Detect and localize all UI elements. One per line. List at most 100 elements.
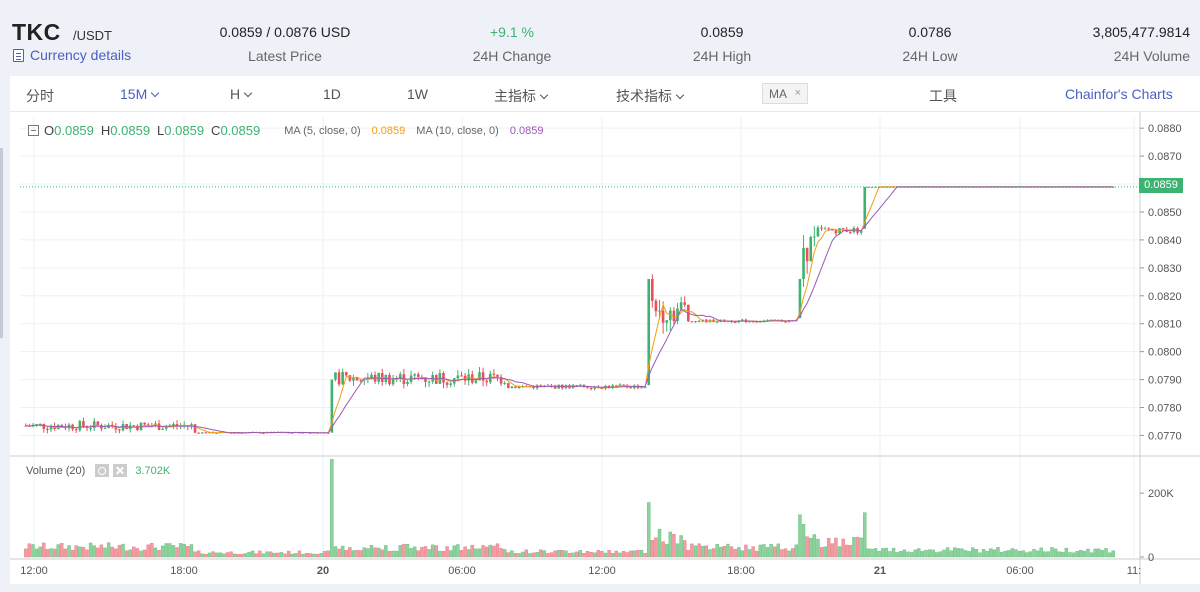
- candle-body: [416, 374, 420, 377]
- volume-bar: [1061, 551, 1065, 558]
- price-tick-label: 0.0780: [1148, 403, 1182, 415]
- candle-body: [881, 186, 885, 188]
- candle-body: [802, 247, 805, 280]
- stat-latest-price: 0.0859 / 0.0876 USD Latest Price: [210, 24, 360, 64]
- volume-bar: [953, 547, 957, 558]
- volume-bar: [780, 549, 784, 558]
- volume-legend-label: Volume (20): [26, 464, 86, 477]
- volume-bar: [585, 550, 590, 558]
- volume-bar: [675, 543, 680, 558]
- interval-15m-dropdown[interactable]: 15M: [120, 86, 160, 102]
- ma-indicator-tag[interactable]: MA ×: [762, 83, 808, 104]
- currency-details-link[interactable]: Currency details: [13, 47, 131, 63]
- main-indicator-dropdown[interactable]: 主指标: [494, 86, 549, 106]
- volume-bar: [816, 538, 820, 558]
- volume-bar: [340, 545, 345, 558]
- collapse-icon[interactable]: [28, 125, 39, 136]
- volume-bar: [517, 553, 521, 558]
- candle-body: [49, 426, 53, 430]
- candle-body: [885, 186, 888, 188]
- candle-body: [470, 374, 474, 383]
- volume-bar: [542, 550, 546, 558]
- volume-label: 24H Volume: [1113, 48, 1190, 64]
- volume-bar: [963, 550, 968, 558]
- interval-1d-button[interactable]: 1D: [323, 86, 341, 102]
- candle-body: [622, 384, 625, 386]
- candle-body: [1086, 186, 1090, 188]
- volume-bar: [1111, 550, 1115, 558]
- candle-body: [766, 320, 769, 322]
- volume-bar: [103, 547, 107, 558]
- open-key: O: [44, 123, 55, 138]
- candle-body: [348, 375, 352, 381]
- candle-body: [215, 432, 218, 434]
- volume-bar: [330, 458, 334, 558]
- candle-body: [143, 422, 146, 425]
- volume-bar: [690, 543, 694, 558]
- volume-bar: [737, 547, 741, 558]
- volume-bar: [247, 551, 251, 558]
- volume-bar: [913, 549, 917, 558]
- close-key: C: [211, 123, 221, 138]
- volume-bar: [708, 549, 712, 558]
- candle-body: [496, 374, 499, 377]
- interval-1w-button[interactable]: 1W: [407, 86, 428, 102]
- interval-h-dropdown[interactable]: H: [230, 86, 253, 102]
- volume-bar: [1053, 548, 1058, 558]
- volume-bar: [351, 550, 356, 558]
- volume-bar: [308, 553, 312, 558]
- volume-bar: [1007, 550, 1011, 558]
- candle-body: [672, 310, 676, 322]
- candle-body: [827, 228, 831, 230]
- candle-body: [146, 424, 150, 426]
- volume-bar: [560, 550, 564, 558]
- document-icon: [13, 48, 24, 62]
- volume-bar: [647, 502, 651, 558]
- candle-body: [532, 386, 535, 389]
- candle-body: [913, 186, 917, 188]
- volume-bar: [495, 543, 500, 558]
- volume-bar: [1093, 548, 1097, 558]
- volume-bar: [276, 552, 280, 558]
- volume-bar: [106, 542, 111, 558]
- volume-bar: [265, 551, 269, 558]
- candle-body: [748, 321, 751, 323]
- scrollbar[interactable]: [0, 148, 3, 338]
- low-label: 24H Low: [902, 48, 958, 64]
- timeshare-button[interactable]: 分时: [26, 88, 54, 104]
- remove-icon[interactable]: [113, 464, 128, 477]
- chainfor-charts-link[interactable]: Chainfor's Charts: [1065, 86, 1173, 102]
- volume-bar: [1028, 551, 1033, 558]
- candle-body: [337, 372, 341, 385]
- volume-bar: [1079, 550, 1083, 558]
- volume-bar: [96, 547, 100, 558]
- candle-body: [676, 308, 679, 322]
- candle-body: [575, 385, 579, 387]
- candle-body: [813, 236, 816, 238]
- candle-body: [352, 377, 355, 381]
- settings-icon[interactable]: [95, 464, 110, 477]
- volume-bar: [1071, 552, 1076, 558]
- candle-body: [1003, 186, 1007, 188]
- volume-bar: [812, 534, 817, 558]
- low-value: 0.0786: [908, 24, 952, 40]
- open-value: 0.0859: [54, 123, 94, 138]
- volume-bar: [391, 550, 395, 558]
- candle-body: [1072, 186, 1075, 188]
- tools-button[interactable]: 工具: [929, 88, 957, 104]
- candle-body: [38, 423, 42, 425]
- candlestick-chart-svg[interactable]: 0.08800.08700.08600.08500.08400.08300.08…: [10, 112, 1200, 584]
- candle-body: [784, 321, 787, 323]
- volume-bar: [164, 543, 168, 558]
- volume-bar: [1014, 549, 1018, 558]
- volume-bar: [546, 553, 550, 558]
- candle-body: [993, 186, 996, 188]
- volume-bar: [873, 548, 878, 558]
- tech-indicator-dropdown[interactable]: 技术指标: [616, 86, 685, 106]
- close-icon[interactable]: ×: [794, 87, 801, 99]
- price-chart[interactable]: 0.08800.08700.08600.08500.08400.08300.08…: [10, 112, 1200, 584]
- volume-bar: [132, 546, 136, 558]
- volume-bar: [769, 543, 773, 558]
- volume-bar: [902, 549, 907, 558]
- candle-body: [960, 186, 964, 188]
